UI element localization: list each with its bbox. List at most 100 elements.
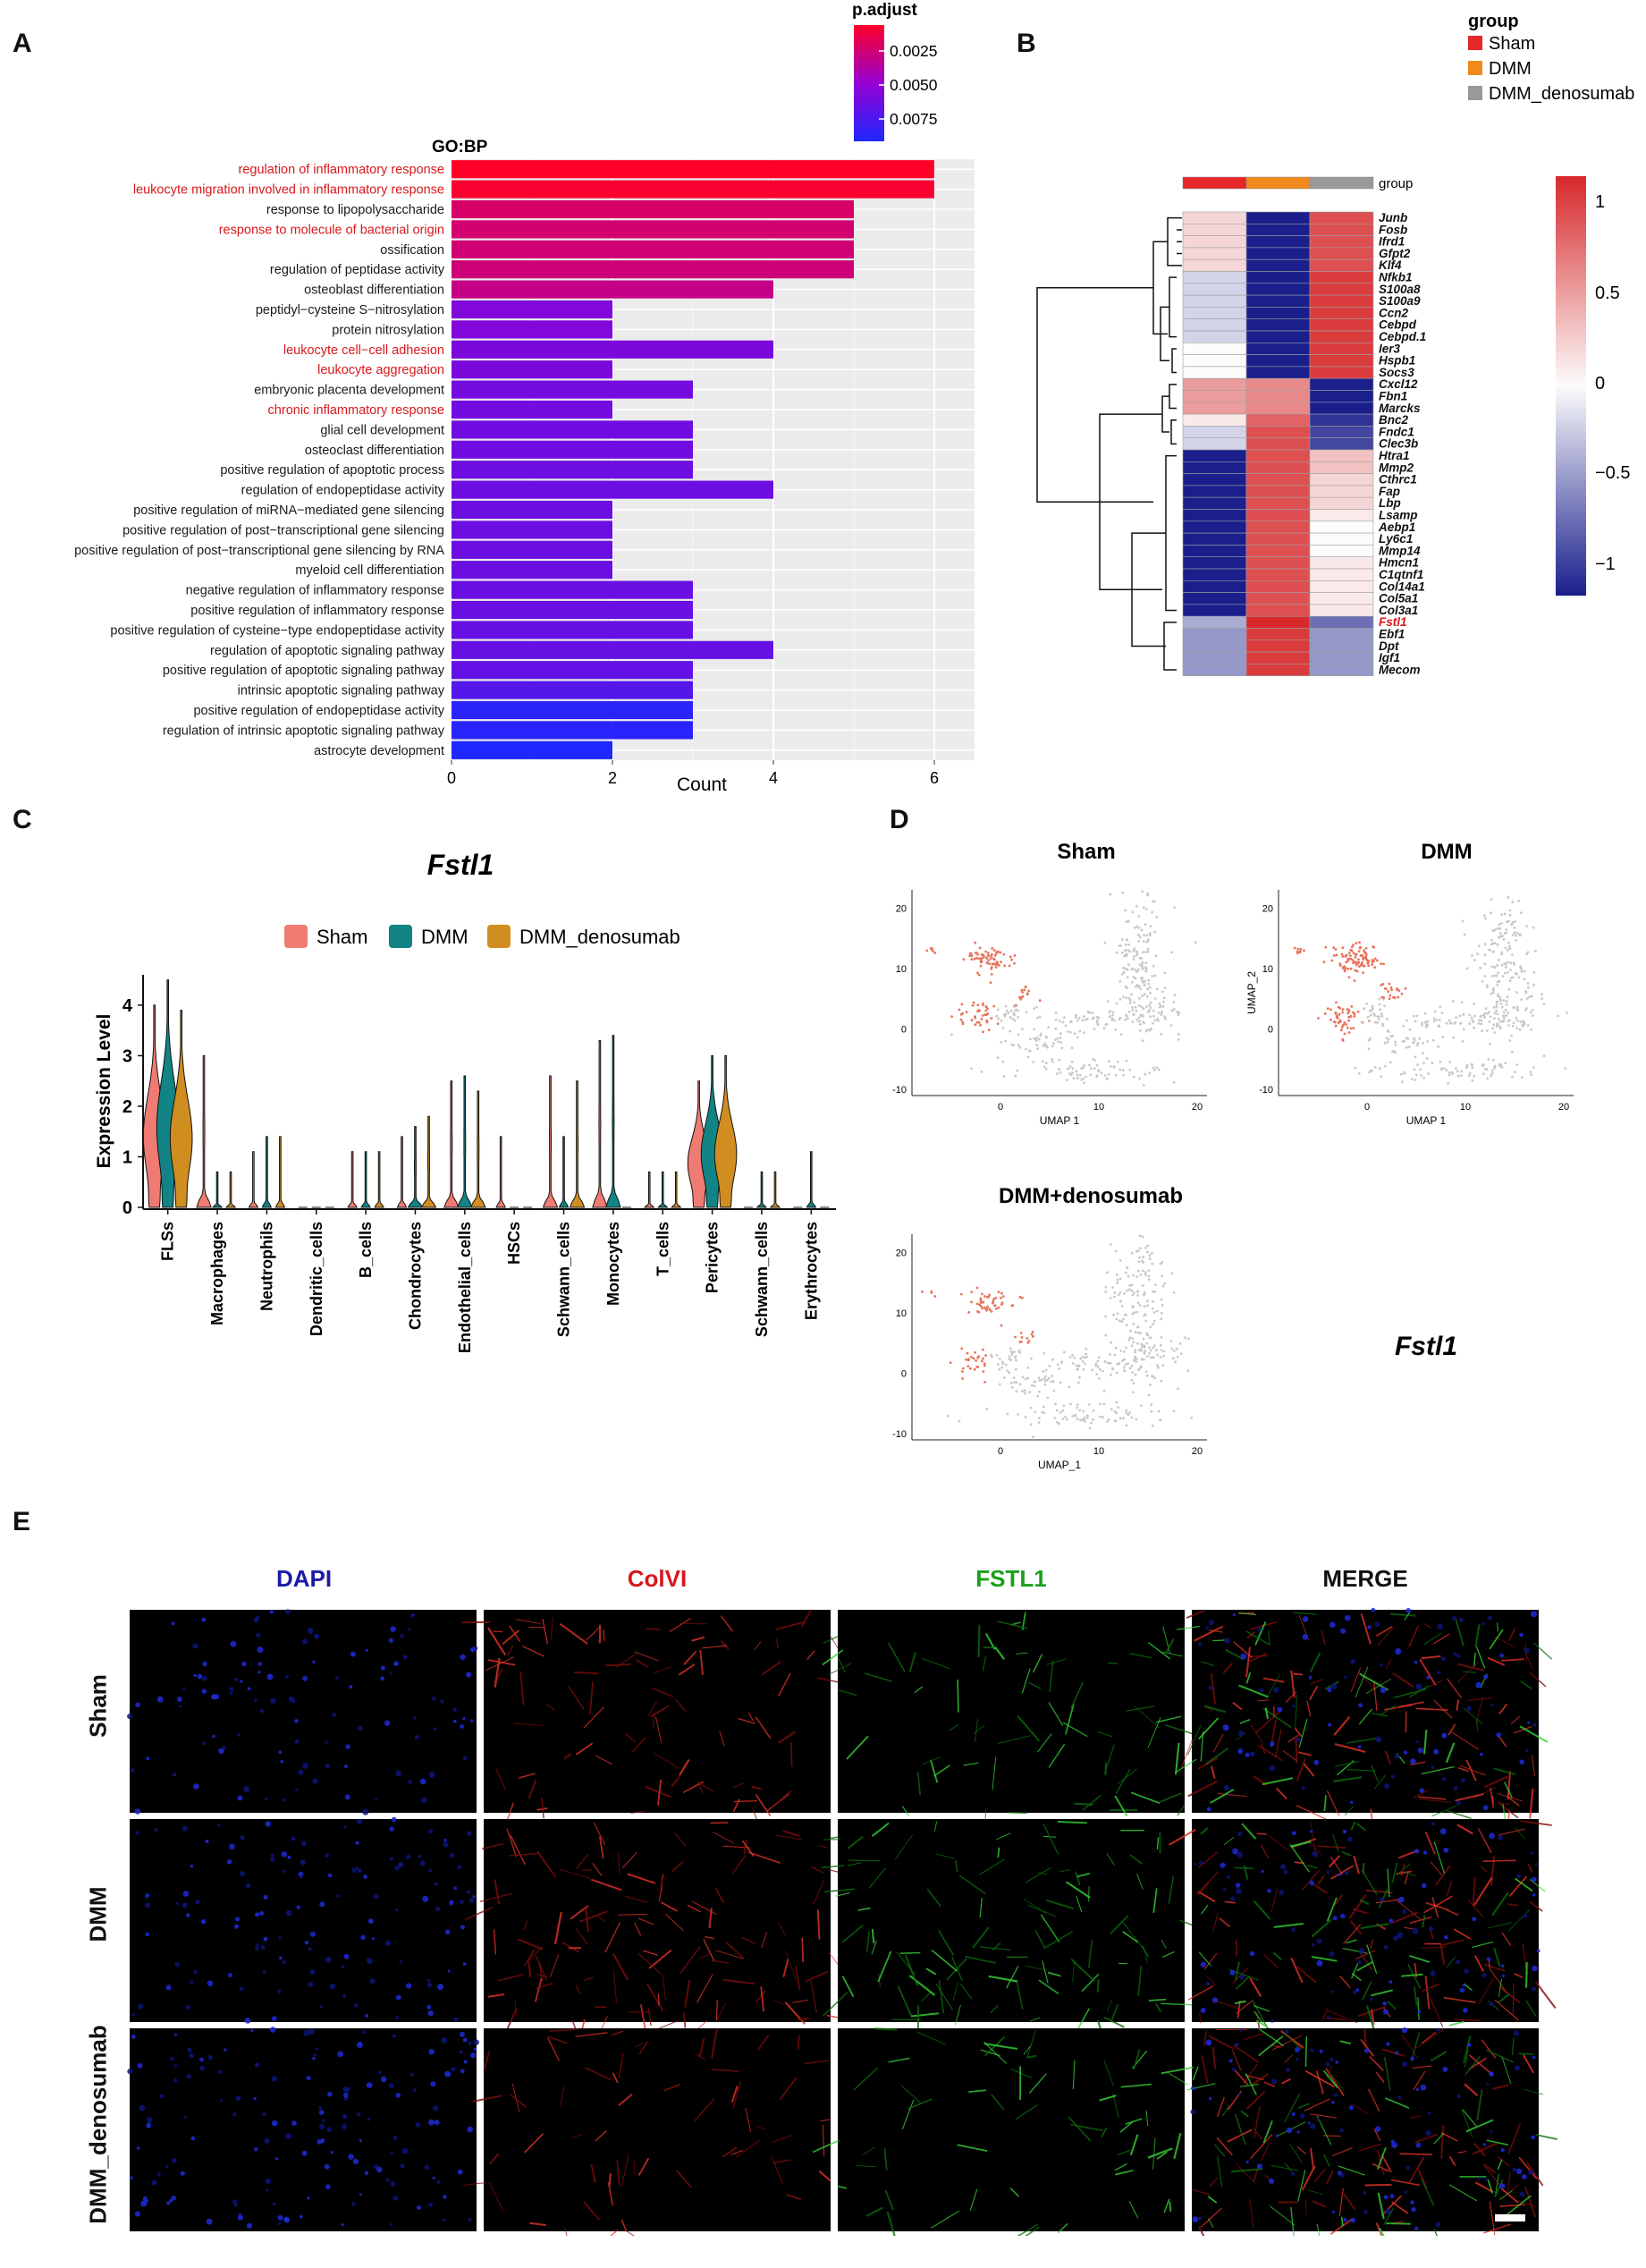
legend-colorbar xyxy=(854,25,884,141)
umap-point xyxy=(1464,934,1466,936)
umap-point xyxy=(1352,959,1355,961)
nucleus xyxy=(127,2069,132,2074)
fiber xyxy=(1098,1980,1099,1993)
umap-point xyxy=(996,961,999,963)
umap-point xyxy=(1519,1020,1522,1023)
umap-point xyxy=(1454,1021,1456,1024)
nucleus xyxy=(428,1829,433,1833)
nucleus xyxy=(186,1913,190,1917)
umap-point xyxy=(1003,964,1006,967)
nucleus xyxy=(1201,2008,1206,2013)
umap-point xyxy=(1173,1081,1176,1084)
heatmap-cell xyxy=(1310,212,1373,224)
umap-point xyxy=(997,1022,1000,1025)
umap-point xyxy=(1161,1299,1163,1301)
nucleus xyxy=(398,1862,403,1867)
umap-point xyxy=(1444,1068,1447,1071)
nucleus xyxy=(1467,2043,1471,2046)
umap-point xyxy=(1346,968,1349,970)
umap-point xyxy=(1003,1075,1006,1078)
nucleus xyxy=(1329,1951,1335,1957)
umap-point xyxy=(999,1384,1001,1386)
heatmap-cell xyxy=(1183,295,1246,307)
umap-point xyxy=(1092,1418,1094,1421)
nucleus xyxy=(289,1697,295,1703)
heatmap-cell xyxy=(1246,461,1310,473)
umap-point xyxy=(987,952,990,954)
nucleus xyxy=(240,1871,245,1876)
heatmap-cell xyxy=(1310,510,1373,521)
umap-point xyxy=(1492,1023,1495,1026)
umap-point xyxy=(1386,1041,1389,1044)
umap-point xyxy=(1380,962,1382,965)
umap-point xyxy=(1019,997,1022,1000)
bar xyxy=(452,281,773,299)
umap-point xyxy=(1136,1342,1139,1345)
umap-point xyxy=(1491,1072,1494,1075)
umap-point xyxy=(1449,1022,1452,1025)
nucleus xyxy=(327,2092,333,2097)
umap-point xyxy=(1329,1019,1332,1021)
fiber xyxy=(1105,1763,1106,1775)
umap-x-tick-label: 10 xyxy=(1093,1446,1104,1457)
nucleus xyxy=(258,1662,262,1665)
umap-point xyxy=(1082,1410,1085,1413)
legend-swatch xyxy=(389,925,412,948)
heatmap-cell xyxy=(1310,331,1373,343)
umap-point xyxy=(1128,1336,1131,1339)
umap-point xyxy=(1082,1356,1085,1358)
umap-point xyxy=(1044,1384,1047,1386)
nucleus xyxy=(1338,1874,1341,1876)
fiber xyxy=(717,2000,718,2020)
umap-point xyxy=(1052,1380,1055,1383)
umap-point xyxy=(1506,920,1508,923)
nucleus xyxy=(1431,1765,1434,1768)
nucleus xyxy=(1410,2056,1414,2061)
nucleus xyxy=(278,1936,281,1939)
umap-point xyxy=(1361,1021,1363,1024)
nucleus xyxy=(237,1733,241,1737)
umap-point xyxy=(1492,992,1495,994)
nucleus xyxy=(199,2066,205,2071)
umap-point xyxy=(1139,1235,1142,1238)
nucleus xyxy=(247,2223,252,2229)
umap-point xyxy=(1355,956,1357,959)
nucleus xyxy=(1209,2097,1211,2100)
heatmap-cell xyxy=(1310,438,1373,450)
umap-point xyxy=(1142,1256,1144,1258)
x-tick-label: 2 xyxy=(608,769,617,787)
umap-point xyxy=(984,1308,987,1311)
nucleus xyxy=(1257,2163,1262,2169)
fiber xyxy=(627,2231,645,2237)
umap-point xyxy=(1465,1066,1468,1069)
umap-point xyxy=(1161,1304,1164,1307)
heatmap-cell xyxy=(1183,378,1246,390)
nucleus xyxy=(1343,1830,1346,1833)
umap-point xyxy=(1052,1042,1055,1045)
nucleus xyxy=(1292,1831,1296,1835)
umap-point xyxy=(1133,1076,1135,1079)
nucleus xyxy=(1416,2143,1422,2148)
umap-point xyxy=(1035,1044,1038,1046)
nucleus xyxy=(1537,1949,1540,1952)
fiber xyxy=(1235,1867,1253,1868)
umap-point xyxy=(1174,994,1177,996)
nucleus xyxy=(463,1756,468,1761)
umap-point xyxy=(1045,1068,1048,1071)
x-tick-label: 6 xyxy=(930,769,939,787)
umap-y-tick-label: 10 xyxy=(896,964,907,975)
umap-point xyxy=(1491,975,1494,977)
umap-point xyxy=(1387,990,1389,993)
umap-point xyxy=(1146,1245,1149,1248)
umap-point xyxy=(1336,1016,1338,1019)
umap-point xyxy=(1125,1019,1127,1021)
nucleus xyxy=(426,2005,431,2010)
violin xyxy=(375,1152,384,1207)
nucleus xyxy=(1416,1740,1419,1743)
umap-point xyxy=(1157,1367,1160,1369)
heatmap-cell xyxy=(1183,343,1246,354)
umap-point xyxy=(1484,963,1487,966)
heatmap-cell xyxy=(1246,367,1310,378)
umap-point xyxy=(1125,953,1127,956)
umap-point xyxy=(1143,934,1145,936)
